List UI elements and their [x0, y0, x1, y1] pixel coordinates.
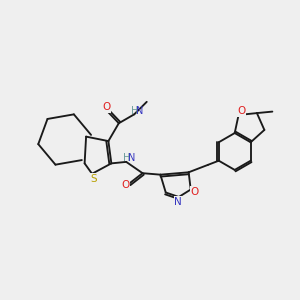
Text: O: O — [102, 102, 110, 112]
Text: N: N — [174, 197, 182, 207]
Text: H: H — [123, 153, 130, 163]
Text: S: S — [90, 174, 97, 184]
Text: O: O — [122, 180, 130, 190]
Text: O: O — [237, 106, 246, 116]
Text: N: N — [128, 153, 136, 163]
Text: H: H — [131, 106, 138, 116]
Text: O: O — [191, 187, 199, 197]
Text: N: N — [136, 106, 144, 116]
